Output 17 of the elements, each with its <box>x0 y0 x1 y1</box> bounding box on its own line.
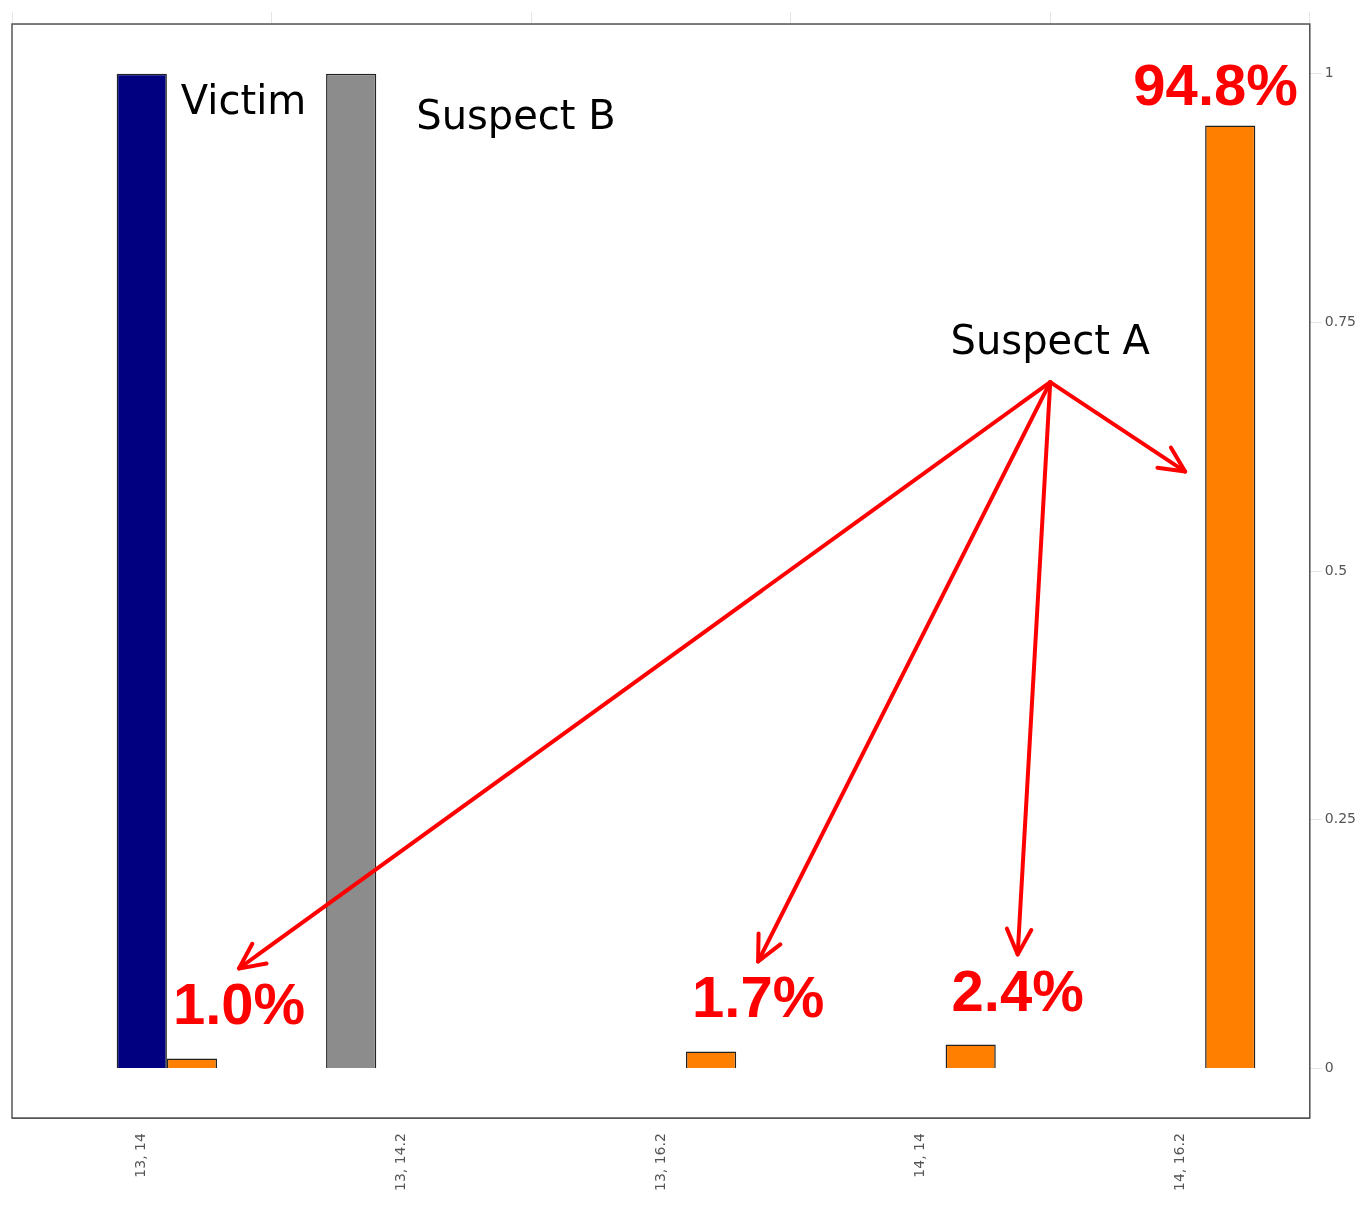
data-label: 1.7% <box>692 964 825 1030</box>
x-tick-label: 13, 14.2 <box>391 1133 408 1191</box>
y-tick-label: 0.75 <box>1324 313 1356 330</box>
y-tick-label: 0 <box>1324 1059 1334 1076</box>
x-tick-label: 13, 16.2 <box>651 1133 668 1191</box>
series-label: Suspect B <box>416 92 616 139</box>
x-tick-label: 14, 14 <box>911 1133 928 1178</box>
series-label: Victim <box>180 77 307 124</box>
data-label: 2.4% <box>951 957 1084 1023</box>
data-label: 94.8% <box>1133 52 1298 118</box>
y-tick-label: 1 <box>1324 64 1334 81</box>
series-label: Suspect A <box>950 317 1151 364</box>
x-tick-label: 14, 16.2 <box>1170 1133 1187 1191</box>
y-tick-label: 0.5 <box>1324 561 1348 578</box>
x-tick-label: 13, 14 <box>132 1133 149 1178</box>
y-tick-label: 0.25 <box>1324 810 1356 827</box>
data-label: 1.0% <box>172 971 306 1037</box>
